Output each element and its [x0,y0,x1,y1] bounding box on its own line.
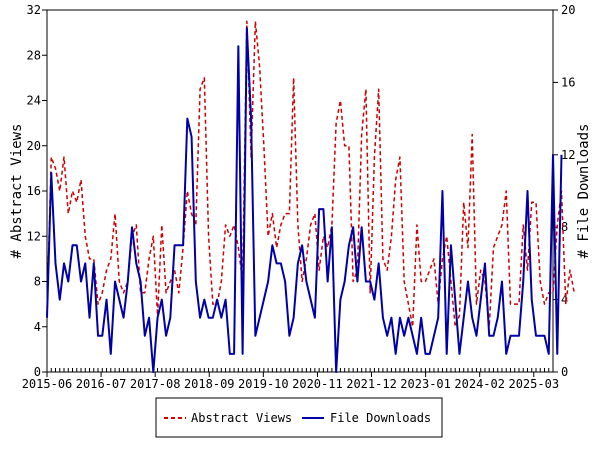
right-tick-label: 20 [561,3,575,17]
series-layer [46,20,575,373]
legend-label-file-downloads: File Downloads [330,411,431,425]
right-tick-label: 4 [561,293,568,307]
left-tick-label: 32 [27,3,41,17]
right-tick-label: 8 [561,220,568,234]
left-tick-label: 28 [27,48,41,62]
x-tick-label: 2015-06 [22,377,73,391]
left-tick-label: 24 [27,94,41,108]
right-tick-label: 12 [561,148,575,162]
right-y-axis: 0 4 8 12 16 20 [553,3,575,379]
x-tick-label: 2016-07 [76,377,127,391]
x-tick-label: 2023-01 [400,377,451,391]
left-tick-label: 4 [34,320,41,334]
x-tick-label: 2025-03 [508,377,559,391]
legend-box [155,397,443,438]
x-tick-label: 2020-11 [292,377,343,391]
left-tick-label: 12 [27,229,41,243]
left-tick-label: 8 [34,275,41,289]
x-tick-label: 2018-09 [184,377,235,391]
left-tick-label: 20 [27,139,41,153]
left-axis-title: # Abstract Views [9,124,25,259]
right-axis-title: # File Downloads [576,124,592,259]
legend-label-abstract-views: Abstract Views [191,411,292,425]
right-tick-label: 0 [561,365,568,379]
x-axis: 2015-06 2016-07 2017-08 2018-09 2019-10 2020-… [22,368,559,391]
x-tick-label: 2017-08 [130,377,181,391]
series-line-file-downloads [46,27,563,373]
left-tick-label: 0 [34,365,41,379]
legend: Abstract Views File Downloads [155,397,443,438]
x-tick-label: 2019-10 [238,377,289,391]
left-tick-label: 16 [27,184,41,198]
plot-border [46,9,554,373]
plot-area [46,9,554,373]
left-y-axis: 0 4 8 12 16 20 24 28 32 [27,3,47,379]
x-tick-label: 2021-12 [346,377,397,391]
x-tick-label: 2024-02 [454,377,505,391]
right-tick-label: 16 [561,75,575,89]
